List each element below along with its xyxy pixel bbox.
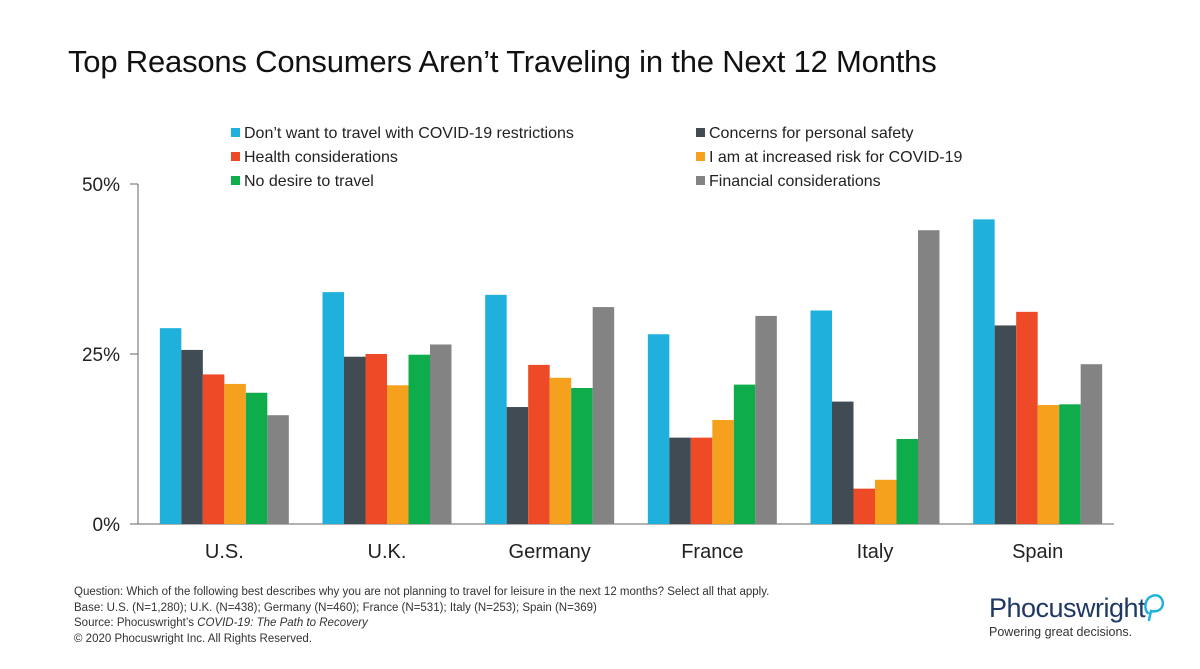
bar-germany-health-considerations	[528, 364, 550, 524]
axes: 0% 25% 50%	[82, 175, 1114, 536]
bar-germany-don-t-want-to-travel-with-covid-19-restrictions	[485, 294, 507, 524]
x-tick-label: Italy	[857, 541, 894, 563]
bar-u-k-health-considerations	[365, 354, 387, 524]
bar-u-k-i-am-at-increased-risk-for-covid-19	[387, 385, 409, 524]
bar-u-s-don-t-want-to-travel-with-covid-19-restrictions	[159, 328, 182, 524]
legend-label: Concerns for personal safety	[709, 125, 914, 142]
bar-france-don-t-want-to-travel-with-covid-19-restrictions	[647, 334, 670, 524]
bar-u-s-health-considerations	[202, 374, 225, 524]
bar-u-k-don-t-want-to-travel-with-covid-19-restrictions	[322, 292, 344, 524]
bar-spain-i-am-at-increased-risk-for-covid-19	[1037, 405, 1060, 524]
logo-tagline: Powering great decisions.	[989, 625, 1133, 639]
bar-germany-no-desire-to-travel	[571, 388, 593, 524]
bar-u-k-financial-considerations	[430, 344, 452, 524]
bar-germany-concerns-for-personal-safety	[506, 407, 529, 524]
bar-italy-concerns-for-personal-safety	[832, 401, 854, 524]
bar-italy-no-desire-to-travel	[896, 439, 918, 524]
bar-u-k-concerns-for-personal-safety	[344, 356, 366, 524]
footnote-base: Base: U.S. (N=1,280); U.K. (N=438); Germ…	[74, 601, 597, 614]
bar-u-k-no-desire-to-travel	[408, 354, 430, 524]
bar-france-concerns-for-personal-safety	[669, 437, 691, 524]
legend-swatch	[696, 176, 705, 185]
bar-france-health-considerations	[690, 437, 713, 524]
x-tick-label: Spain	[1012, 541, 1063, 563]
x-tick-label: U.K.	[368, 541, 407, 563]
y-tick-label: 0%	[93, 515, 121, 536]
bar-spain-financial-considerations	[1080, 364, 1103, 524]
bar-u-s-no-desire-to-travel	[245, 392, 268, 524]
bar-u-s-i-am-at-increased-risk-for-covid-19	[224, 383, 246, 524]
legend-label: Don’t want to travel with COVID-19 restr…	[244, 125, 574, 142]
bar-france-financial-considerations	[755, 315, 777, 524]
bar-france-no-desire-to-travel	[733, 384, 756, 524]
legend-swatch	[231, 128, 240, 137]
speech-bubble-icon	[1144, 594, 1165, 622]
legend-swatch	[231, 152, 240, 161]
logo-name: Phocuswright	[989, 593, 1146, 623]
y-tick-label: 50%	[82, 175, 120, 196]
bar-u-s-concerns-for-personal-safety	[181, 349, 203, 524]
legend-label: No desire to travel	[244, 173, 374, 190]
footnote-copyright: © 2020 Phocuswright Inc. All Rights Rese…	[74, 632, 312, 645]
phocuswright-logo: Phocuswright Powering great decisions.	[989, 593, 1165, 639]
bar-u-s-financial-considerations	[267, 415, 289, 524]
bar-spain-concerns-for-personal-safety	[994, 325, 1017, 524]
x-axis-labels: U.S. U.K. Germany France Italy Spain	[205, 541, 1063, 563]
bar-spain-no-desire-to-travel	[1059, 404, 1081, 524]
logo-wordmark: Phocuswright	[989, 593, 1165, 624]
bar-italy-financial-considerations	[918, 230, 940, 525]
chart-title: Top Reasons Consumers Aren’t Traveling i…	[68, 44, 937, 79]
source-title: COVID-19: The Path to Recovery	[197, 617, 368, 629]
bar-spain-don-t-want-to-travel-with-covid-19-restrictions	[973, 219, 995, 525]
footnote-source: Source: Phocuswright’s COVID-19: The Pat…	[74, 616, 769, 632]
x-tick-label: France	[681, 541, 743, 563]
y-tick-label: 25%	[82, 345, 120, 366]
bar-italy-health-considerations	[853, 488, 875, 524]
bar-france-i-am-at-increased-risk-for-covid-19	[712, 419, 734, 524]
legend-swatch	[696, 152, 705, 161]
legend-label: Health considerations	[244, 149, 398, 166]
bar-germany-financial-considerations	[592, 307, 615, 524]
x-tick-label: Germany	[509, 541, 591, 563]
legend-label: I am at increased risk for COVID-19	[709, 149, 963, 166]
legend: Don’t want to travel with COVID-19 restr…	[231, 125, 963, 190]
legend-swatch	[696, 128, 705, 137]
bar-italy-i-am-at-increased-risk-for-covid-19	[875, 479, 897, 524]
source-prefix: Source: Phocuswright’s	[74, 617, 198, 629]
bar-germany-i-am-at-increased-risk-for-covid-19	[549, 377, 572, 524]
legend-swatch	[231, 176, 240, 185]
footnotes: Question: Which of the following best de…	[74, 585, 769, 647]
x-tick-label: U.S.	[205, 541, 244, 563]
bar-italy-don-t-want-to-travel-with-covid-19-restrictions	[810, 310, 832, 524]
legend-label: Financial considerations	[709, 173, 881, 190]
bar-spain-health-considerations	[1016, 311, 1038, 524]
bars	[159, 219, 1103, 525]
footnote-question: Question: Which of the following best de…	[74, 586, 770, 598]
